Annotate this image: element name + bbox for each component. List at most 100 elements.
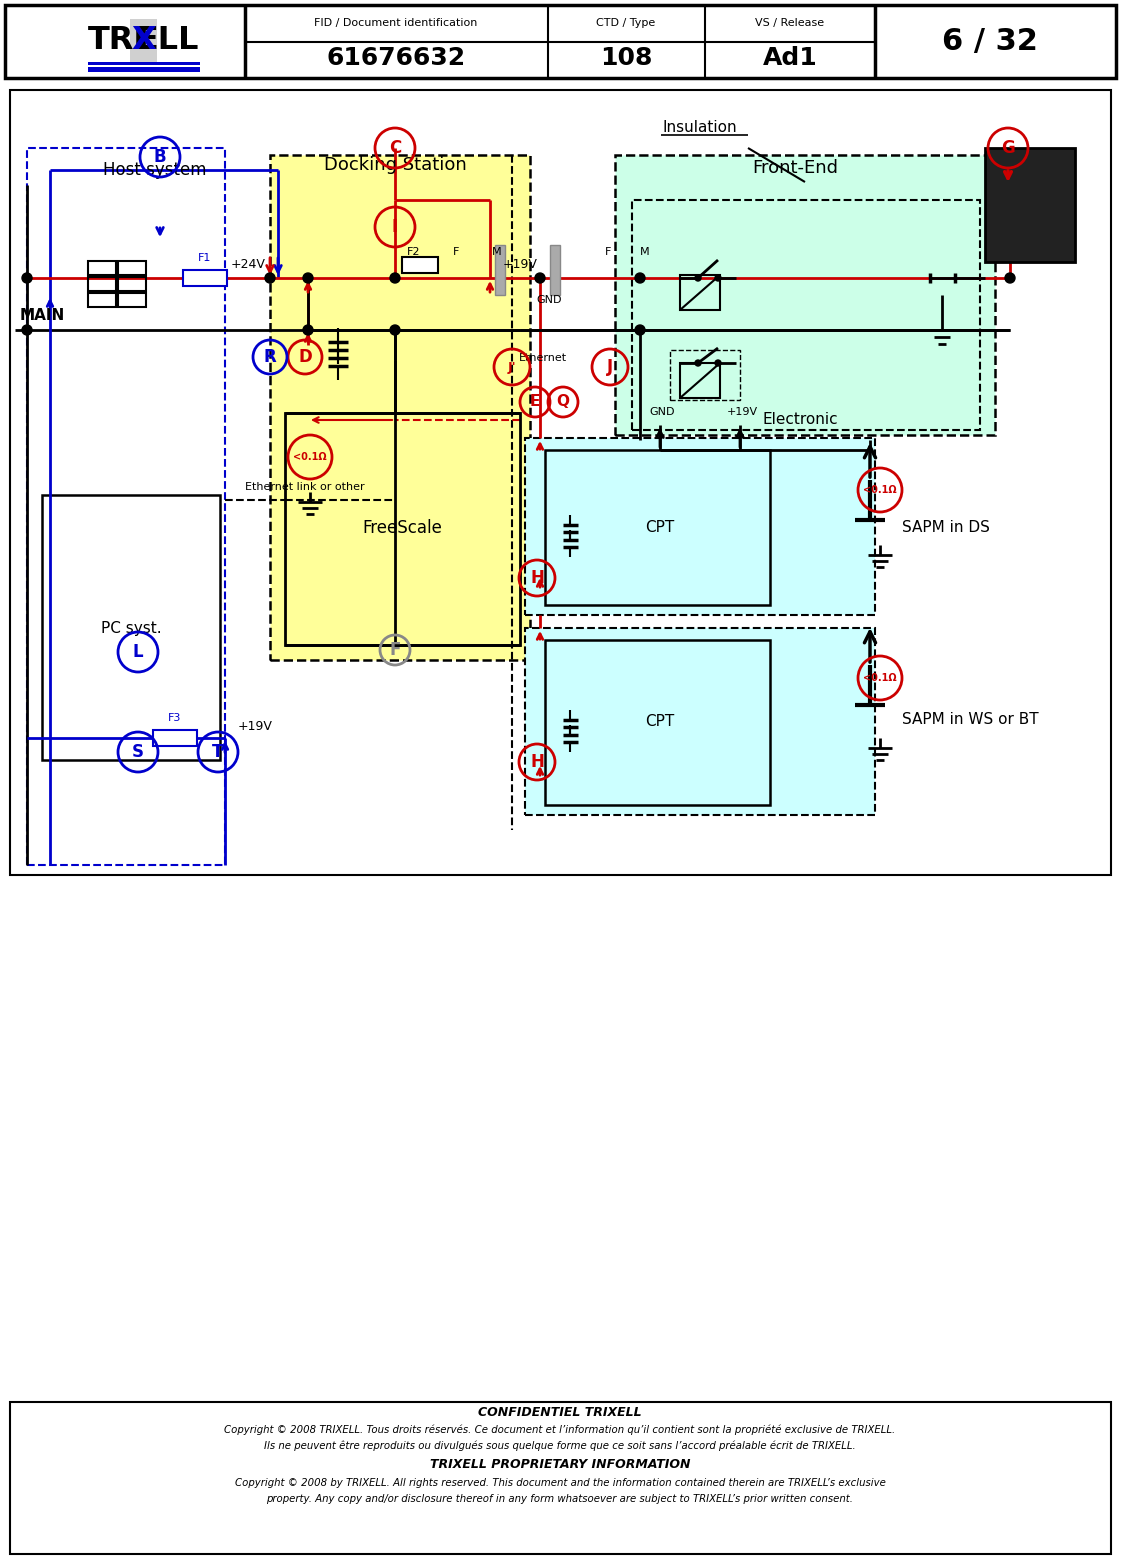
Circle shape [390,325,400,335]
Text: +19V: +19V [503,258,538,272]
Circle shape [634,274,645,283]
Text: SAPM in DS: SAPM in DS [902,519,990,535]
Text: L: L [132,643,143,662]
Text: Ad1: Ad1 [762,45,817,69]
Text: Host system: Host system [103,161,206,178]
Circle shape [695,275,701,282]
Text: E: E [530,394,540,410]
Bar [118,277,146,291]
Text: J': J' [508,360,517,374]
Bar [27,149,225,865]
Bar [41,494,220,760]
Text: Ethernet link or other: Ethernet link or other [245,482,364,493]
Bar [183,271,226,286]
Circle shape [715,275,721,282]
Text: <0.1Ω: <0.1Ω [863,673,897,683]
Text: PC syst.: PC syst. [101,621,161,635]
Text: F: F [605,247,611,256]
Bar [545,450,770,605]
Text: VS / Release: VS / Release [756,19,825,28]
Bar [525,629,876,815]
Text: D: D [298,349,312,366]
Circle shape [695,360,701,366]
Bar [89,277,115,291]
Text: F: F [389,641,400,658]
Text: CPT: CPT [646,715,675,729]
Text: S: S [132,743,143,762]
Bar [402,256,438,274]
Bar [89,261,115,275]
Text: CTD / Type: CTD / Type [596,19,656,28]
Text: I: I [392,217,398,236]
Bar [680,275,720,310]
Text: SAPM in WS or BT: SAPM in WS or BT [902,713,1039,727]
Bar [89,67,200,72]
Text: TRIXELL PROPRIETARY INFORMATION: TRIXELL PROPRIETARY INFORMATION [429,1459,691,1472]
Text: <0.1Ω: <0.1Ω [863,485,897,494]
Bar [285,413,520,644]
Text: Electronic: Electronic [762,413,837,427]
Text: Copyright © 2008 by TRIXELL. All rights reserved. This document and the informat: Copyright © 2008 by TRIXELL. All rights … [234,1478,886,1487]
Bar [4,5,1117,78]
Text: 61676632: 61676632 [326,45,465,69]
Text: FreeScale: FreeScale [362,519,442,536]
Circle shape [390,274,400,283]
Bar [152,730,197,746]
Text: +19V: +19V [726,407,758,418]
Circle shape [22,325,33,335]
Bar [670,350,740,400]
Circle shape [303,325,313,335]
Text: 6 / 32: 6 / 32 [942,27,1038,56]
Circle shape [265,274,275,283]
Bar [89,63,200,66]
Text: MAIN: MAIN [20,308,65,322]
Bar [270,155,530,660]
Circle shape [22,274,33,283]
Text: C: C [389,139,401,156]
Text: T: T [212,743,224,762]
Bar [10,1401,1111,1555]
Bar [89,292,115,307]
Text: H: H [530,569,544,586]
Text: Insulation: Insulation [663,120,738,136]
Bar [525,438,876,615]
Text: Copyright © 2008 TRIXELL. Tous droits réservés. Ce document et l’information qu’: Copyright © 2008 TRIXELL. Tous droits ré… [224,1425,896,1436]
Text: F2: F2 [407,247,420,256]
Text: CONFIDENTIEL TRIXELL: CONFIDENTIEL TRIXELL [479,1406,642,1420]
Circle shape [303,274,313,283]
Text: +24V: +24V [230,258,265,272]
Text: F3: F3 [168,713,182,723]
Text: J: J [606,358,613,375]
Text: FID / Document identification: FID / Document identification [314,19,478,28]
Text: ELL: ELL [137,25,200,56]
Bar [550,246,560,296]
Text: <0.1Ω: <0.1Ω [294,452,327,461]
Text: Ethernet: Ethernet [519,353,567,363]
Text: B: B [154,149,166,166]
Text: F: F [453,247,460,256]
Bar [118,292,146,307]
Circle shape [535,274,545,283]
Bar [118,261,146,275]
Bar [130,19,157,64]
Bar [680,363,720,397]
Text: X: X [131,25,156,56]
Bar [985,149,1075,263]
Circle shape [715,360,721,366]
Bar [10,91,1111,874]
Text: F1: F1 [198,253,212,263]
Bar [632,200,980,430]
Text: CPT: CPT [646,521,675,535]
Text: 108: 108 [600,45,652,69]
Text: property. Any copy and/or disclosure thereof in any form whatsoever are subject : property. Any copy and/or disclosure the… [267,1494,853,1505]
Bar [615,155,995,435]
Text: TRI: TRI [89,25,146,56]
Circle shape [1006,274,1015,283]
Bar [545,640,770,805]
Text: +19V: +19V [238,721,272,734]
Bar [495,246,504,296]
Text: G: G [1001,139,1015,156]
Circle shape [634,325,645,335]
Text: Docking Station: Docking Station [324,156,466,174]
Text: R: R [263,349,277,366]
